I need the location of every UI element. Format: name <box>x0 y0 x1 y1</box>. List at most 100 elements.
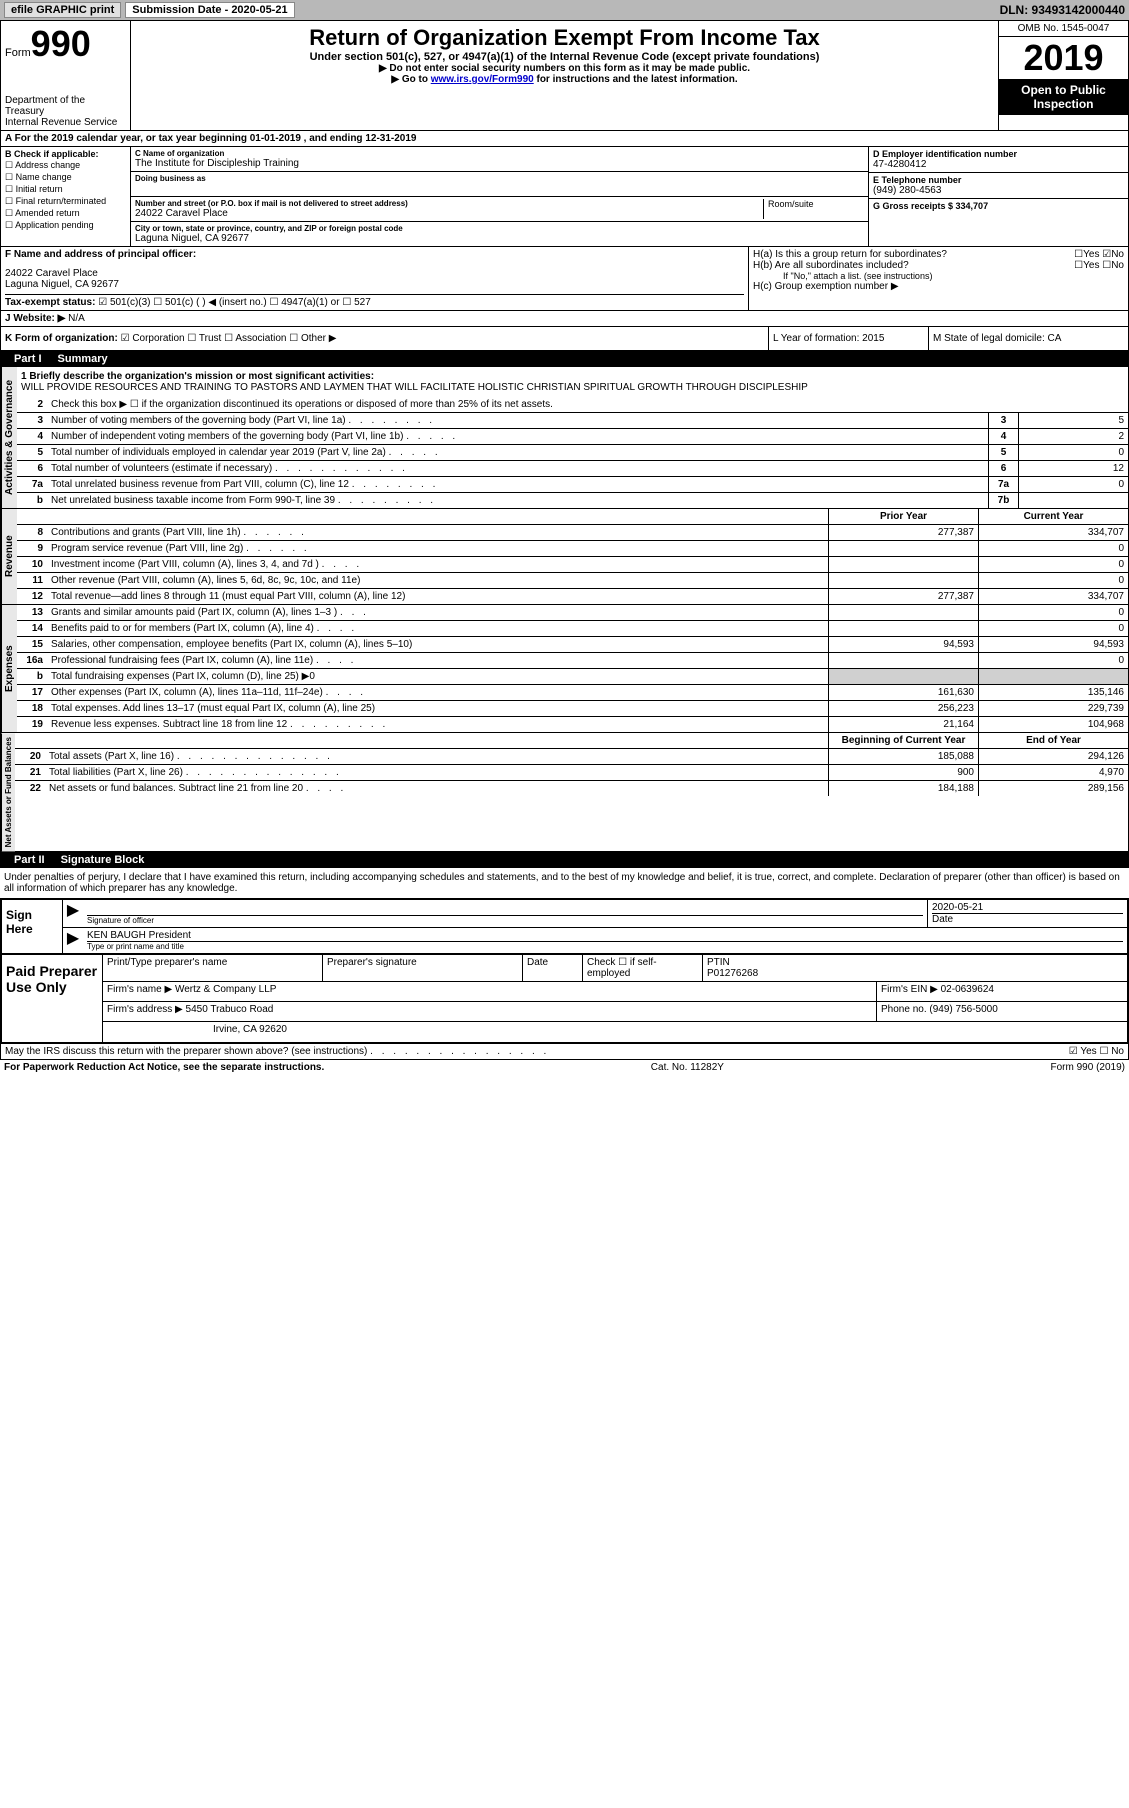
sig-name-label: Type or print name and title <box>87 942 1123 951</box>
form-number: 990 <box>31 23 91 65</box>
mission-text: WILL PROVIDE RESOURCES AND TRAINING TO P… <box>21 382 1124 393</box>
chk-final-return[interactable]: ☐ Final return/terminated <box>5 196 126 207</box>
chk-address-change[interactable]: ☐ Address change <box>5 160 126 171</box>
city-value: Laguna Niguel, CA 92677 <box>135 233 864 244</box>
ha-label: H(a) Is this a group return for subordin… <box>753 249 947 260</box>
dln-label: DLN: 93493142000440 <box>1000 3 1125 17</box>
sign-here-table: Sign Here ▶ Signature of officer 2020-05… <box>0 898 1129 955</box>
chk-501c[interactable]: ☐ <box>153 297 165 308</box>
officer-label: F Name and address of principal officer: <box>5 249 744 260</box>
section-bcd: B Check if applicable: ☐ Address change … <box>0 147 1129 247</box>
line16a-text: Professional fundraising fees (Part IX, … <box>47 653 828 668</box>
chk-other[interactable]: ☐ <box>289 333 301 344</box>
chk-assoc[interactable]: ☐ <box>224 333 235 344</box>
line3-text: Number of voting members of the governin… <box>47 413 988 428</box>
state-domicile: M State of legal domicile: CA <box>928 327 1128 350</box>
top-bar: efile GRAPHIC print Submission Date - 20… <box>0 0 1129 20</box>
part1-num: Part I <box>6 353 50 365</box>
org-name: The Institute for Discipleship Training <box>135 158 864 169</box>
hc-label: H(c) Group exemption number ▶ <box>753 281 1124 292</box>
section-fh: F Name and address of principal officer:… <box>0 247 1129 311</box>
phone-label: E Telephone number <box>873 175 1124 185</box>
line22-text: Net assets or fund balances. Subtract li… <box>45 781 828 796</box>
expenses-label: Expenses <box>1 605 17 732</box>
preparer-label: Paid Preparer Use Only <box>2 955 102 1042</box>
line7a-text: Total unrelated business revenue from Pa… <box>47 477 988 492</box>
line3-val: 5 <box>1018 413 1128 428</box>
chk-amended[interactable]: ☐ Amended return <box>5 208 126 219</box>
line19-text: Revenue less expenses. Subtract line 18 … <box>47 717 828 732</box>
part2-num: Part II <box>6 854 53 866</box>
expenses-section: Expenses 13Grants and similar amounts pa… <box>0 605 1129 733</box>
chk-trust[interactable]: ☐ <box>187 333 199 344</box>
officer-addr2: Laguna Niguel, CA 92677 <box>5 279 744 290</box>
part2-title: Signature Block <box>61 854 145 866</box>
header-left: Form 990 Department of the Treasury Inte… <box>1 21 131 130</box>
section-h: H(a) Is this a group return for subordin… <box>748 247 1128 310</box>
submission-date: Submission Date - 2020-05-21 <box>125 2 294 18</box>
form-subtitle: Under section 501(c), 527, or 4947(a)(1)… <box>135 51 994 63</box>
row-k: K Form of organization: ☑ Corporation ☐ … <box>0 327 1129 351</box>
line13-text: Grants and similar amounts paid (Part IX… <box>47 605 828 620</box>
addr-label: Number and street (or P.O. box if mail i… <box>135 199 759 208</box>
header-center: Return of Organization Exempt From Incom… <box>131 21 998 130</box>
netassets-section: Net Assets or Fund Balances Beginning of… <box>0 733 1129 852</box>
footer-mid: Cat. No. 11282Y <box>651 1062 724 1073</box>
line8-text: Contributions and grants (Part VIII, lin… <box>47 525 828 540</box>
line10-text: Investment income (Part VIII, column (A)… <box>47 557 828 572</box>
city-label: City or town, state or province, country… <box>135 224 864 233</box>
section-c: C Name of organization The Institute for… <box>131 147 868 246</box>
begin-year-hdr: Beginning of Current Year <box>828 733 978 748</box>
sig-intro: Under penalties of perjury, I declare th… <box>0 868 1129 898</box>
website-label: J Website: ▶ <box>5 313 65 324</box>
hb-note: If "No," attach a list. (see instruction… <box>753 271 1124 281</box>
ein-value: 47-4280412 <box>873 159 1124 170</box>
dept-label: Department of the Treasury <box>5 95 126 117</box>
line12-text: Total revenue—add lines 8 through 11 (mu… <box>47 589 828 604</box>
part1-header: Part I Summary <box>0 351 1129 367</box>
hb-label: H(b) Are all subordinates included? <box>753 260 909 271</box>
discuss-no[interactable]: ☐ No <box>1099 1046 1124 1057</box>
preparer-table: Paid Preparer Use Only Print/Type prepar… <box>0 955 1129 1044</box>
note-link: ▶ Go to www.irs.gov/Form990 for instruct… <box>135 74 994 85</box>
discuss-yes[interactable]: ☑ Yes <box>1069 1046 1097 1057</box>
chk-501c3[interactable]: ☑ <box>98 297 110 308</box>
chk-initial-return[interactable]: ☐ Initial return <box>5 184 126 195</box>
chk-4947[interactable]: ☐ <box>269 297 281 308</box>
line16b-text: Total fundraising expenses (Part IX, col… <box>47 669 828 684</box>
line4-val: 2 <box>1018 429 1128 444</box>
chk-pending[interactable]: ☐ Application pending <box>5 220 126 231</box>
chk-corp[interactable]: ☑ <box>121 333 133 344</box>
tax-exempt-label: Tax-exempt status: <box>5 297 95 308</box>
part2-header: Part II Signature Block <box>0 852 1129 868</box>
header-right: OMB No. 1545-0047 2019 Open to Public In… <box>998 21 1128 130</box>
chk-527[interactable]: ☐ <box>342 297 354 308</box>
revenue-section: Revenue Prior YearCurrent Year 8Contribu… <box>0 509 1129 605</box>
irs-link[interactable]: www.irs.gov/Form990 <box>431 74 534 85</box>
governance-section: Activities & Governance 1 Briefly descri… <box>0 367 1129 509</box>
efile-button[interactable]: efile GRAPHIC print <box>4 2 121 18</box>
form-title: Return of Organization Exempt From Incom… <box>135 25 994 51</box>
end-year-hdr: End of Year <box>978 733 1128 748</box>
tax-year: 2019 <box>999 37 1128 79</box>
receipts-label: G Gross receipts $ 334,707 <box>873 201 1124 211</box>
line20-text: Total assets (Part X, line 16) . . . . .… <box>45 749 828 764</box>
sig-label: Signature of officer <box>87 916 923 925</box>
ha-no[interactable]: ☑No <box>1102 249 1124 260</box>
form-org-label: K Form of organization: <box>5 333 118 344</box>
hb-no[interactable]: ☐No <box>1102 260 1124 271</box>
ein-label: D Employer identification number <box>873 149 1124 159</box>
row-website: J Website: ▶ N/A <box>0 311 1129 327</box>
footer-left: For Paperwork Reduction Act Notice, see … <box>4 1062 324 1073</box>
omb-number: OMB No. 1545-0047 <box>999 21 1128 37</box>
prior-year-hdr: Prior Year <box>828 509 978 524</box>
note-ssn: ▶ Do not enter social security numbers o… <box>135 63 994 74</box>
chk-name-change[interactable]: ☐ Name change <box>5 172 126 183</box>
sig-name: KEN BAUGH President <box>87 930 1123 942</box>
line18-text: Total expenses. Add lines 13–17 (must eq… <box>47 701 828 716</box>
org-name-label: C Name of organization <box>135 149 864 158</box>
ha-yes[interactable]: ☐Yes <box>1074 249 1099 260</box>
sig-date-label: Date <box>932 914 1123 925</box>
irs-label: Internal Revenue Service <box>5 117 126 128</box>
hb-yes[interactable]: ☐Yes <box>1074 260 1099 271</box>
